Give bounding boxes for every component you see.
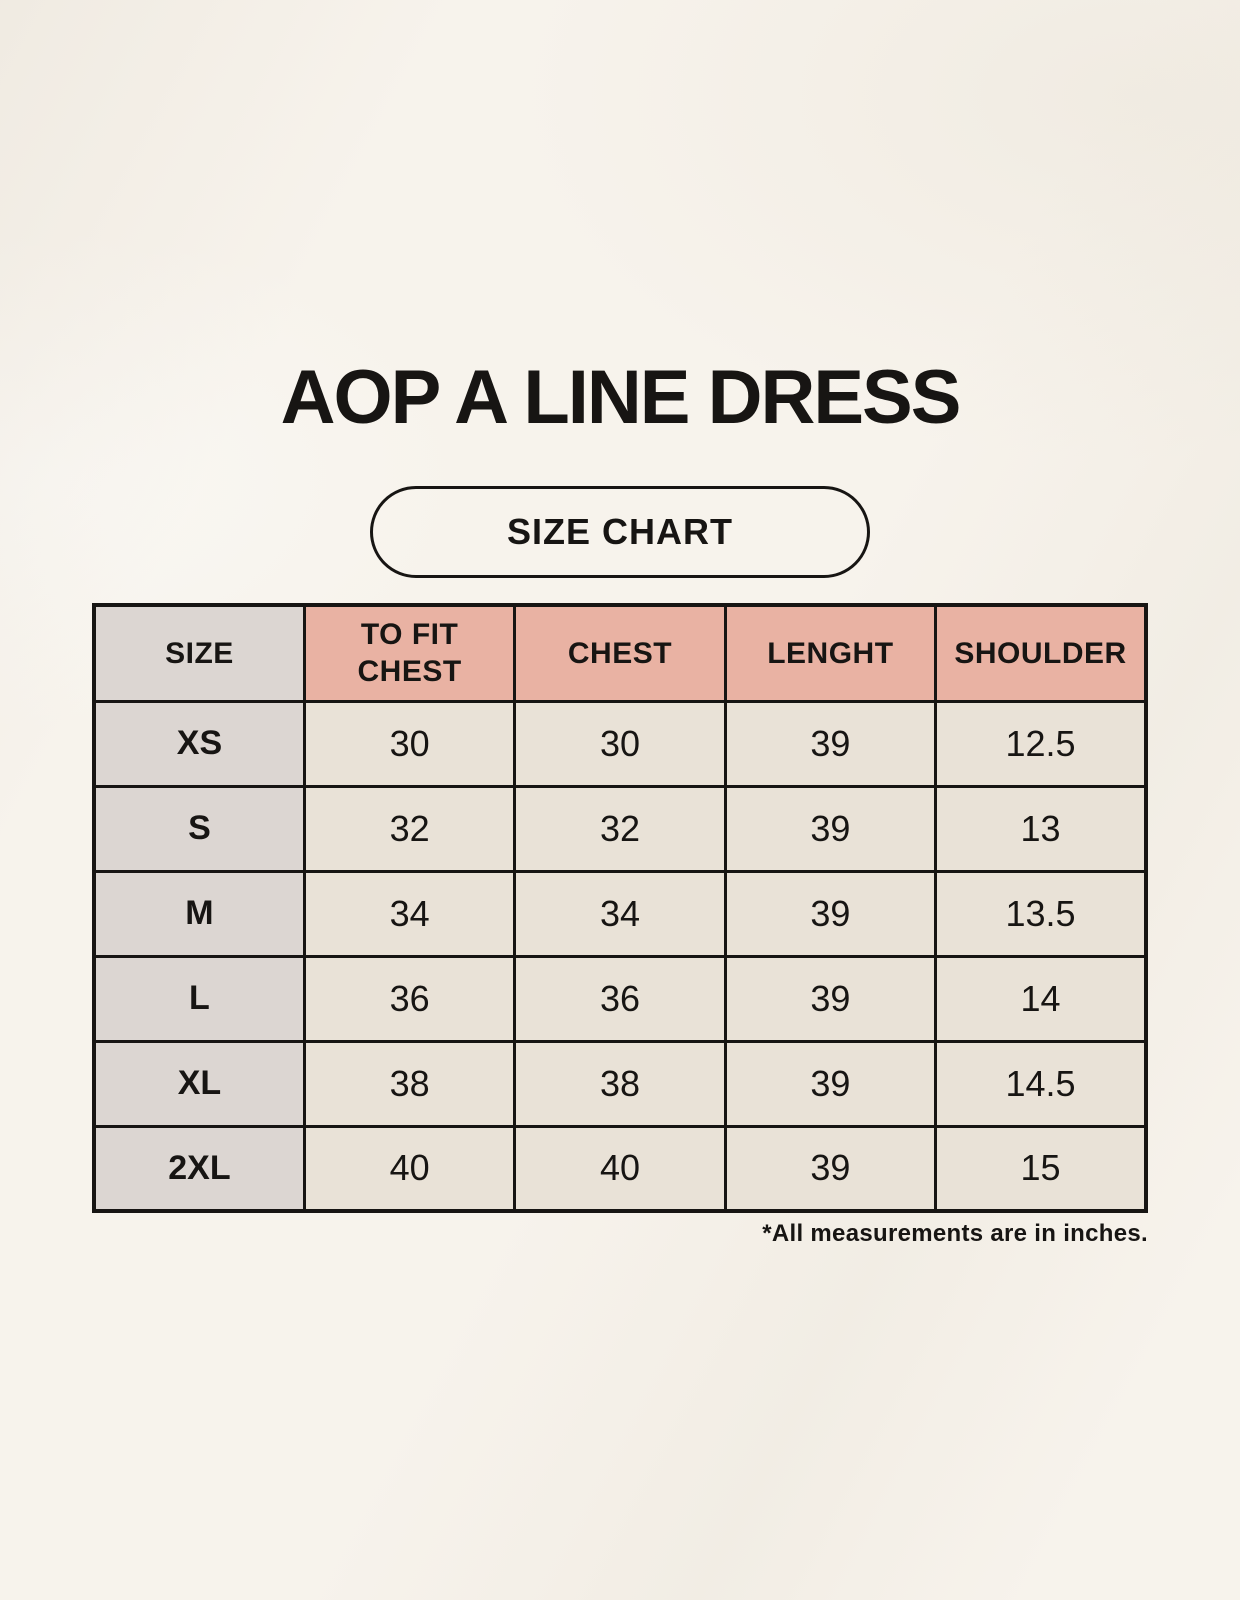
value-cell: 38 bbox=[302, 1039, 517, 1128]
table-row-m: M 34 34 39 13.5 bbox=[92, 869, 1148, 958]
value-cell: 39 bbox=[723, 869, 938, 958]
value-cell: 39 bbox=[723, 784, 938, 873]
value-cell: 38 bbox=[513, 1039, 727, 1128]
value-cell: 32 bbox=[513, 784, 727, 873]
size-cell: XL bbox=[92, 1039, 306, 1128]
value-cell: 13.5 bbox=[934, 869, 1148, 958]
size-cell: S bbox=[92, 784, 306, 873]
size-cell: M bbox=[92, 869, 306, 958]
column-header-shoulder: SHOULDER bbox=[934, 603, 1148, 703]
value-cell: 15 bbox=[934, 1124, 1148, 1213]
header-row: SIZE TO FIT CHEST CHEST LENGHT SHOULDER bbox=[92, 603, 1148, 703]
size-cell: 2XL bbox=[92, 1124, 306, 1213]
value-cell: 39 bbox=[723, 1039, 938, 1128]
column-header-size: SIZE bbox=[92, 603, 306, 703]
value-cell: 34 bbox=[302, 869, 517, 958]
column-header-to-fit-chest: TO FIT CHEST bbox=[302, 603, 517, 703]
page-title: AOP A LINE DRESS bbox=[280, 355, 962, 440]
value-cell: 39 bbox=[723, 1124, 938, 1213]
value-cell: 34 bbox=[513, 869, 727, 958]
value-cell: 40 bbox=[302, 1124, 517, 1213]
table-row-s: S 32 32 39 13 bbox=[92, 784, 1148, 873]
size-chart-table: SIZE TO FIT CHEST CHEST LENGHT SHOULDER … bbox=[92, 603, 1148, 1213]
value-cell: 39 bbox=[723, 699, 938, 788]
value-cell: 39 bbox=[723, 954, 938, 1043]
value-cell: 12.5 bbox=[934, 699, 1148, 788]
value-cell: 14.5 bbox=[934, 1039, 1148, 1128]
value-cell: 13 bbox=[934, 784, 1148, 873]
value-cell: 36 bbox=[302, 954, 517, 1043]
value-cell: 30 bbox=[302, 699, 517, 788]
value-cell: 30 bbox=[513, 699, 727, 788]
measurements-footnote: *All measurements are in inches. bbox=[762, 1220, 1148, 1247]
size-chart-badge-label: SIZE CHART bbox=[507, 511, 733, 552]
size-cell: XS bbox=[92, 699, 306, 788]
value-cell: 14 bbox=[934, 954, 1148, 1043]
size-cell: L bbox=[92, 954, 306, 1043]
size-chart-badge: SIZE CHART bbox=[370, 486, 870, 578]
column-header-lenght: LENGHT bbox=[723, 603, 938, 703]
table-row-xs: XS 30 30 39 12.5 bbox=[92, 699, 1148, 788]
value-cell: 36 bbox=[513, 954, 727, 1043]
column-header-chest: CHEST bbox=[513, 603, 727, 703]
value-cell: 32 bbox=[302, 784, 517, 873]
table-row-xl: XL 38 38 39 14.5 bbox=[92, 1039, 1148, 1128]
value-cell: 40 bbox=[513, 1124, 727, 1213]
table-row-l: L 36 36 39 14 bbox=[92, 954, 1148, 1043]
table-row-2xl: 2XL 40 40 39 15 bbox=[92, 1124, 1148, 1213]
